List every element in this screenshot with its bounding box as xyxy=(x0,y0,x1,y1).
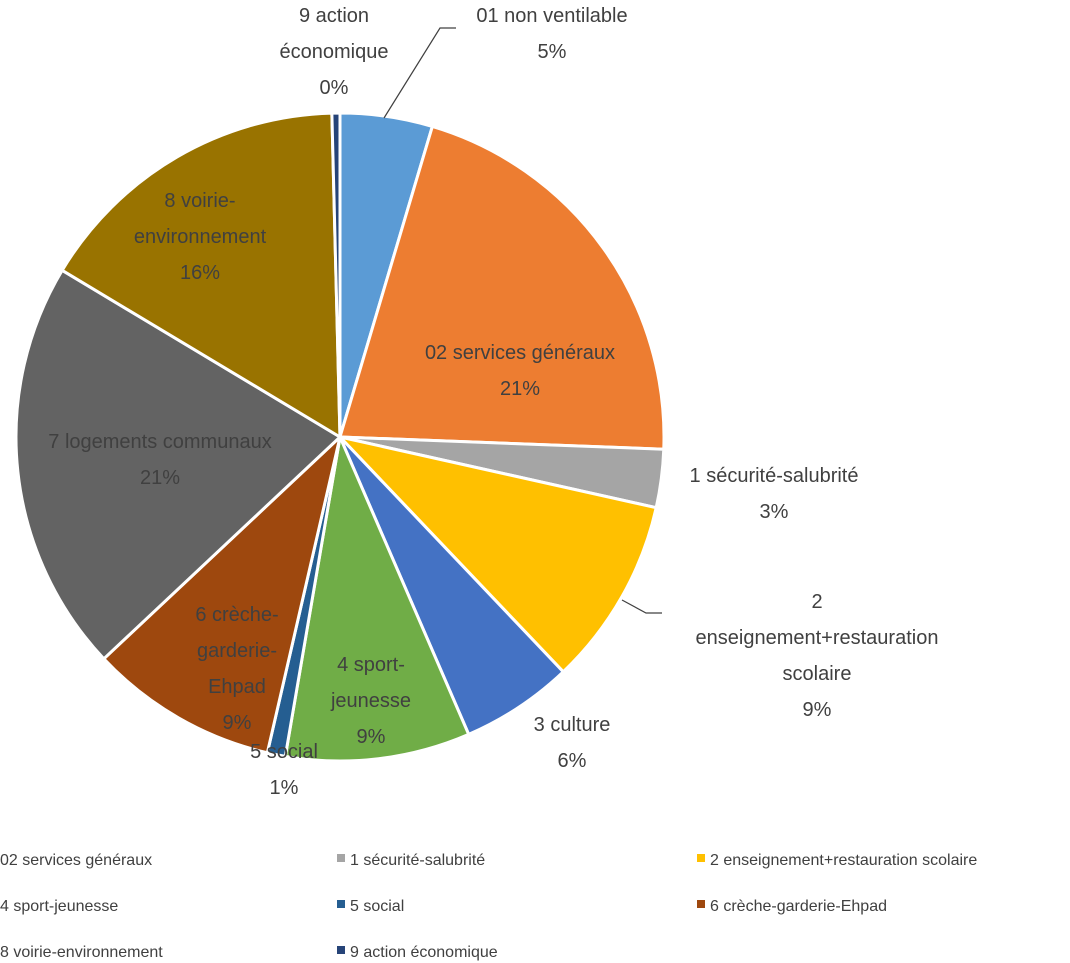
legend-swatch xyxy=(697,854,705,862)
pie-slice xyxy=(14,268,342,661)
slice-label: 6 crèche-garderie- Ehpad 9% xyxy=(195,604,278,734)
slice-name-label: garderie- xyxy=(197,640,277,662)
legend-label: 6 crèche-garderie-Ehpad xyxy=(710,898,887,915)
leader-line xyxy=(383,27,456,119)
slice-name-label: 4 sport- xyxy=(337,654,405,676)
pie-slice xyxy=(338,435,658,674)
legend-label: 8 voirie-environnement xyxy=(0,944,163,961)
legend-item: 2 enseignement+restauration scolaire xyxy=(697,852,977,869)
legend-item: 9 action économique xyxy=(337,944,498,961)
slice-percent-label: 9% xyxy=(357,726,386,748)
legend-item: 6 crèche-garderie-Ehpad xyxy=(697,898,887,915)
slice-percent-label: 21% xyxy=(500,378,540,400)
slice-percent-label: 3% xyxy=(760,501,789,523)
legend-swatch xyxy=(337,900,345,908)
pie-slices xyxy=(14,111,666,763)
legend-label: 2 enseignement+restauration scolaire xyxy=(710,852,977,869)
slice-percent-label: 16% xyxy=(180,262,220,284)
slice-name-label: 5 social xyxy=(250,741,318,763)
pie-slice xyxy=(338,124,666,451)
slice-name-label: 3 culture xyxy=(534,714,611,736)
slice-labels: 01 non ventilable 5% 02 services généraux 2… xyxy=(48,5,938,799)
legend-label: 02 services généraux xyxy=(0,852,152,869)
slice-name-label: économique xyxy=(280,41,389,63)
slice-percent-label: 1% xyxy=(270,777,299,799)
slice-name-label: 6 crèche- xyxy=(195,604,278,626)
legend-label: 4 sport-jeunesse xyxy=(0,898,118,915)
slice-label: 5 social 1% xyxy=(250,741,318,799)
slice-name-label: 1 sécurité-salubrité xyxy=(690,465,859,487)
slice-label: 1 sécurité-salubrité 3% xyxy=(690,465,859,523)
legend-swatch xyxy=(337,854,345,862)
slice-label: 7 logements communaux 21% xyxy=(48,431,271,489)
slice-percent-label: 6% xyxy=(558,750,587,772)
slice-name-label: 7 logements communaux xyxy=(48,431,271,453)
slice-name-label: 2 xyxy=(811,591,822,613)
legend-swatch xyxy=(337,946,345,954)
legend-label: 9 action économique xyxy=(350,944,498,961)
slice-percent-label: 0% xyxy=(320,77,349,99)
legend-item: 1 sécurité-salubrité xyxy=(337,852,485,869)
slice-label: 9 action économique 0% xyxy=(280,5,389,99)
slice-percent-label: 9% xyxy=(223,712,252,734)
legend-label: 1 sécurité-salubrité xyxy=(350,852,485,869)
slice-percent-label: 9% xyxy=(803,699,832,721)
legend-item: 02 services généraux xyxy=(0,852,152,869)
slice-name-label: environnement xyxy=(134,226,267,248)
legend-label: 5 social xyxy=(350,898,404,915)
pie-slice xyxy=(60,111,342,439)
slice-name-label: jeunesse xyxy=(330,690,411,712)
legend-item: 8 voirie-environnement xyxy=(0,944,163,961)
slice-percent-label: 21% xyxy=(140,467,180,489)
slice-label: 4 sport-jeunesse 9% xyxy=(330,654,411,748)
slice-name-label: 01 non ventilable xyxy=(476,5,627,27)
slice-label: 8 voirie-environnement 16% xyxy=(134,190,267,284)
legend-swatch xyxy=(697,900,705,908)
pie-slice xyxy=(102,435,342,755)
pie-slice xyxy=(330,111,342,439)
leader-lines xyxy=(383,27,662,614)
slice-label: 3 culture 6% xyxy=(534,714,611,772)
leader-line xyxy=(621,599,662,614)
legend-item: 5 social xyxy=(337,898,404,915)
slice-name-label: Ehpad xyxy=(208,676,266,698)
slice-name-label: 02 services généraux xyxy=(425,342,615,364)
slice-label: 01 non ventilable 5% xyxy=(476,5,627,63)
legend-item: 4 sport-jeunesse xyxy=(0,898,118,915)
slice-name-label: 8 voirie- xyxy=(164,190,235,212)
slice-label: 2 enseignement+restauration scolaire 9% xyxy=(696,591,939,721)
pie-slice xyxy=(283,435,471,763)
slice-name-label: scolaire xyxy=(783,663,852,685)
slice-name-label: 9 action xyxy=(299,5,369,27)
slice-label: 02 services généraux 21% xyxy=(425,342,615,400)
slice-name-label: enseignement+restauration xyxy=(696,627,939,649)
legend: 02 services généraux 1 sécurité-salubrité… xyxy=(0,852,977,961)
slice-percent-label: 5% xyxy=(538,41,567,63)
